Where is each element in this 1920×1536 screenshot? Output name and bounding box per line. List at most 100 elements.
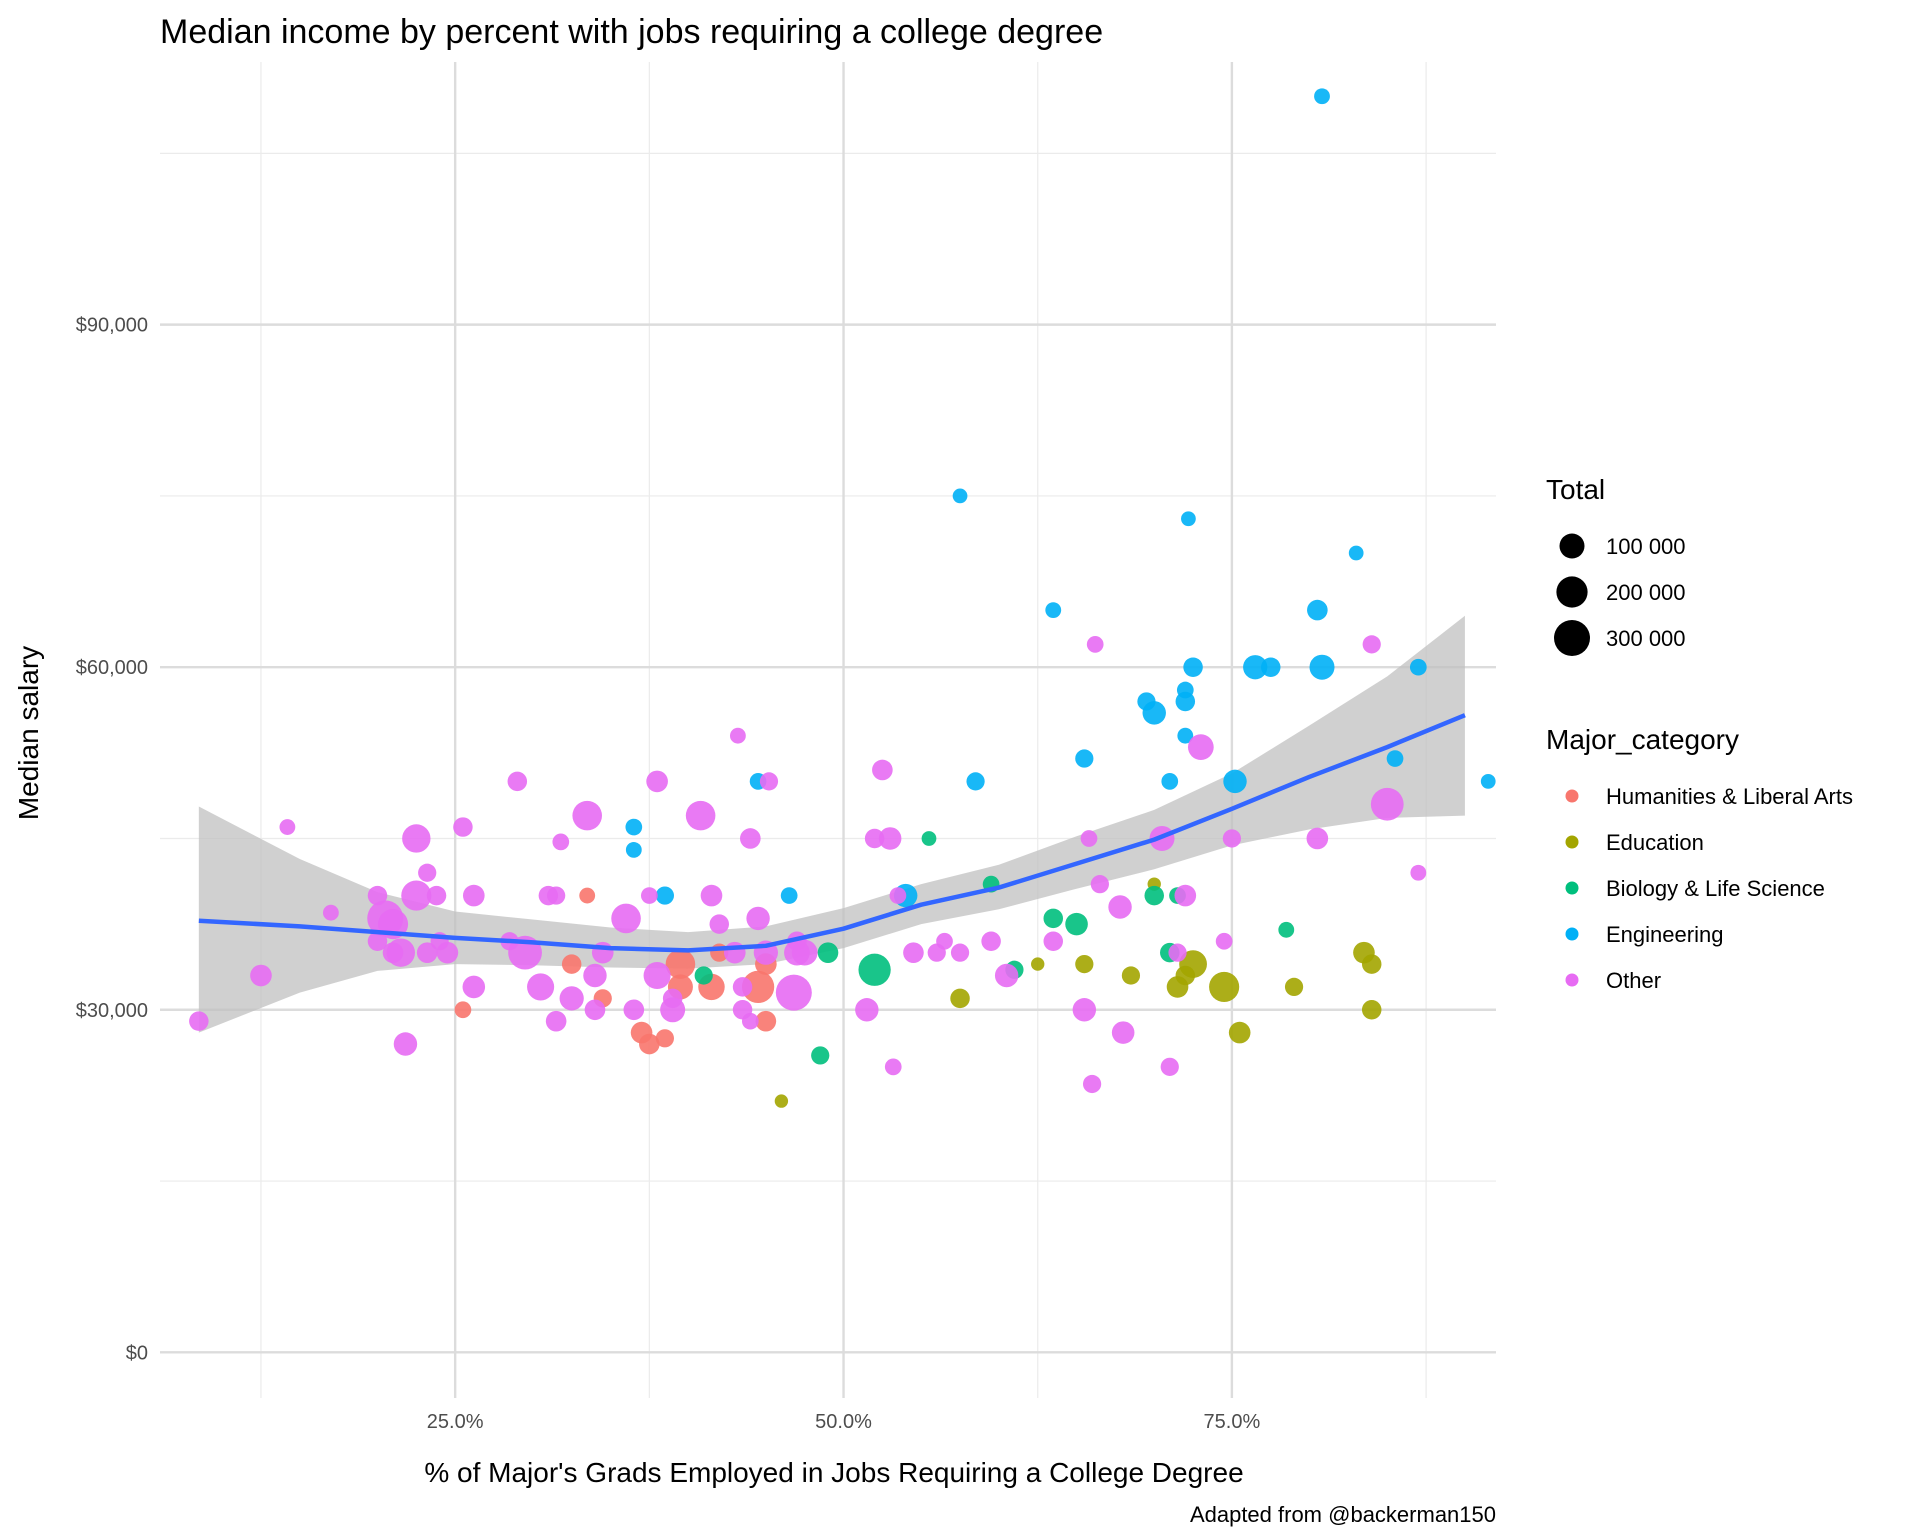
- size-legend-key: [1556, 576, 1588, 608]
- data-point: [436, 941, 459, 964]
- data-point: [1370, 787, 1404, 821]
- color-legend-key: [1565, 973, 1579, 987]
- data-point: [625, 841, 642, 858]
- size-legend-key: [1559, 533, 1585, 559]
- data-point: [1284, 977, 1304, 997]
- data-point: [1183, 657, 1203, 677]
- data-point: [889, 887, 907, 904]
- data-point: [611, 903, 641, 934]
- data-point: [1222, 829, 1242, 848]
- data-point: [367, 885, 388, 906]
- data-point: [250, 964, 272, 987]
- data-point: [1361, 1000, 1382, 1020]
- data-point: [1260, 657, 1281, 677]
- data-point: [1181, 511, 1196, 527]
- data-point: [322, 904, 339, 921]
- color-legend-label: Engineering: [1606, 922, 1723, 947]
- data-point: [981, 931, 1001, 951]
- data-point: [402, 824, 431, 853]
- data-point: [780, 887, 798, 904]
- data-point: [741, 1012, 759, 1030]
- color-legend-label: Biology & Life Science: [1606, 876, 1825, 901]
- data-point: [386, 938, 415, 967]
- series-education: [774, 877, 1382, 1108]
- data-point: [1086, 636, 1104, 653]
- data-point: [572, 800, 602, 831]
- data-point: [1175, 965, 1196, 986]
- data-point: [1031, 957, 1045, 971]
- data-point: [878, 827, 902, 850]
- data-point: [1410, 864, 1427, 881]
- data-point: [950, 943, 970, 962]
- data-point: [393, 1032, 418, 1056]
- y-tick-label: $0: [126, 1342, 148, 1364]
- data-point: [662, 988, 683, 1009]
- data-point: [1215, 932, 1233, 950]
- x-tick-label: 75.0%: [1204, 1411, 1261, 1433]
- data-point: [858, 953, 891, 986]
- data-point: [1174, 884, 1197, 907]
- data-point: [1480, 774, 1496, 789]
- data-point: [884, 1058, 902, 1076]
- data-point: [367, 931, 388, 951]
- data-point: [1045, 602, 1062, 619]
- data-point: [462, 975, 486, 999]
- data-point: [1121, 966, 1141, 985]
- data-point: [426, 885, 447, 906]
- color-legend-key: [1565, 927, 1579, 941]
- data-point: [416, 942, 438, 963]
- data-point: [507, 771, 528, 792]
- data-point: [1243, 655, 1268, 680]
- color-legend-key: [1565, 835, 1579, 849]
- data-point: [643, 961, 671, 990]
- data-point: [561, 954, 582, 974]
- data-point: [1144, 885, 1164, 906]
- x-axis-title: % of Major's Grads Employed in Jobs Requ…: [424, 1457, 1243, 1488]
- data-point: [1409, 658, 1427, 676]
- data-point: [1187, 734, 1214, 761]
- y-tick-label: $60,000: [76, 657, 148, 679]
- data-point: [579, 887, 596, 904]
- x-tick-label: 25.0%: [427, 1411, 484, 1433]
- data-point: [1090, 875, 1109, 894]
- data-point: [1209, 971, 1240, 1002]
- size-legend-title: Total: [1546, 474, 1605, 505]
- data-point: [966, 772, 985, 791]
- data-point: [1111, 1021, 1135, 1044]
- data-point: [639, 1033, 660, 1055]
- data-point: [1348, 545, 1364, 561]
- data-point: [694, 966, 713, 985]
- smooth-trend-line: [198, 713, 1466, 953]
- data-point: [709, 914, 730, 934]
- data-point: [775, 974, 812, 1011]
- data-point: [418, 863, 437, 882]
- tick-labels: $0 $30,000 $60,000 $90,000 25.0% 50.0% 75.0%: [76, 315, 1261, 1433]
- data-point: [903, 942, 924, 963]
- data-point: [729, 727, 746, 744]
- legend: Total 100 000 200 000 300 000 Major_catego…: [1546, 474, 1853, 993]
- data-point: [774, 1094, 789, 1108]
- data-point: [1072, 998, 1097, 1022]
- confidence-band-layer: [198, 615, 1465, 1033]
- data-point: [685, 800, 716, 831]
- data-point: [1080, 830, 1098, 847]
- data-point: [1043, 931, 1064, 951]
- x-tick-label: 50.0%: [815, 1411, 872, 1433]
- size-legend-label: 300 000: [1606, 626, 1686, 651]
- data-point: [640, 887, 658, 904]
- data-point: [1168, 943, 1187, 962]
- color-legend-items: Humanities & Liberal Arts Education Biolog…: [1565, 784, 1853, 993]
- data-point: [453, 817, 473, 837]
- data-point: [625, 818, 643, 836]
- data-point: [547, 886, 566, 905]
- data-point: [1161, 773, 1179, 790]
- data-point: [1278, 921, 1295, 938]
- data-point: [746, 906, 770, 931]
- data-point: [950, 988, 970, 1009]
- data-point: [1108, 895, 1132, 919]
- data-point: [1228, 1021, 1251, 1044]
- y-tick-label: $30,000: [76, 1000, 148, 1022]
- data-point: [817, 942, 839, 963]
- data-point: [1176, 681, 1194, 699]
